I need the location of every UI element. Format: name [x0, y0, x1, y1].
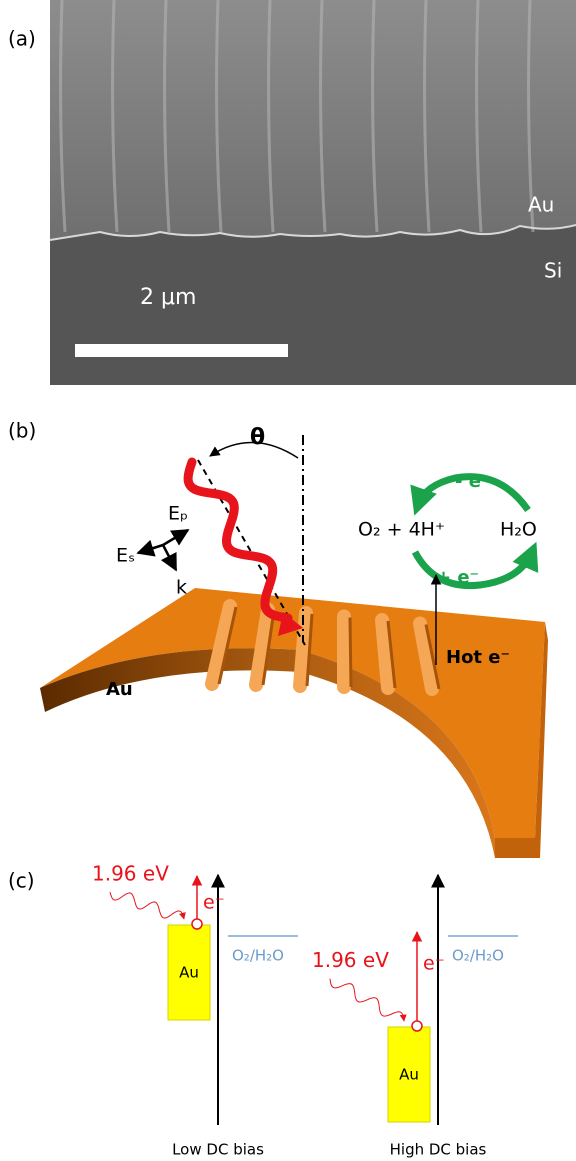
scale-bar-label: 2 μm	[140, 285, 196, 310]
metal-label: Au	[106, 679, 133, 700]
photon	[110, 892, 184, 919]
gold-layer	[50, 0, 576, 240]
hot-electron-label: Hot e⁻	[446, 647, 510, 668]
wavevector-label: k	[176, 577, 187, 599]
ridge-shade	[350, 618, 351, 688]
layer-label: Si	[544, 259, 562, 283]
field-vector	[163, 530, 188, 545]
metal-label: Au	[179, 964, 199, 982]
scale-bar	[75, 344, 288, 357]
panel-label: (c)	[8, 869, 35, 893]
energy-diagrams: Au O₂/H₂O e⁻ 1.96 eV Low DC bias Au O₂/H₂O e⁻ 1.…	[92, 862, 518, 1159]
redox-label: O₂/H₂O	[452, 947, 504, 965]
bias-label: Low DC bias	[172, 1141, 264, 1159]
electron-label: e⁻	[423, 953, 445, 975]
layer-label: Au	[528, 193, 554, 217]
photon	[330, 979, 404, 1021]
cycle-label: + e⁻	[436, 567, 479, 588]
photon-label: 1.96 eV	[92, 862, 169, 886]
reactants: O₂ + 4H⁺	[358, 519, 445, 541]
panel-label: (b)	[8, 419, 36, 443]
field-vector	[138, 545, 163, 553]
figure: (a) Au Si 2 μm (b) θ Eₚ Eₛ k - e⁻ + e⁻ O…	[0, 0, 576, 1161]
bias-label: High DC bias	[390, 1141, 487, 1159]
electron	[412, 1021, 422, 1031]
product: H₂O	[500, 519, 537, 541]
field-label: Eₚ	[168, 503, 188, 525]
cycle-label: - e⁻	[455, 471, 490, 492]
metal-label: Au	[399, 1066, 419, 1084]
panel-label: (a)	[8, 27, 36, 51]
electron-label: e⁻	[203, 892, 225, 914]
wave-vector	[163, 545, 176, 570]
ridge	[382, 620, 388, 688]
angle-label: θ	[250, 425, 265, 450]
electron	[192, 919, 202, 929]
page: (a) Au Si 2 μm (b) θ Eₚ Eₛ k - e⁻ + e⁻ O…	[0, 0, 576, 1161]
field-label: Eₛ	[116, 545, 135, 567]
photon-label: 1.96 eV	[312, 948, 389, 972]
redox-label: O₂/H₂O	[232, 947, 284, 965]
